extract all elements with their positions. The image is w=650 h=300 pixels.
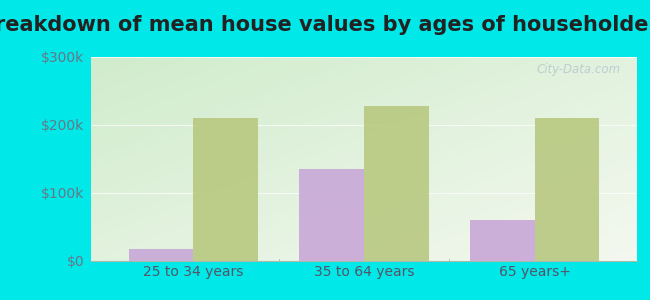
Bar: [534, 118, 599, 261]
Text: Breakdown of mean house values by ages of householders: Breakdown of mean house values by ages o…: [0, 15, 650, 35]
Bar: [129, 249, 194, 261]
Bar: [470, 220, 534, 261]
Bar: [194, 118, 258, 261]
Bar: [364, 106, 429, 261]
Bar: [299, 169, 364, 261]
Text: City-Data.com: City-Data.com: [536, 63, 621, 76]
